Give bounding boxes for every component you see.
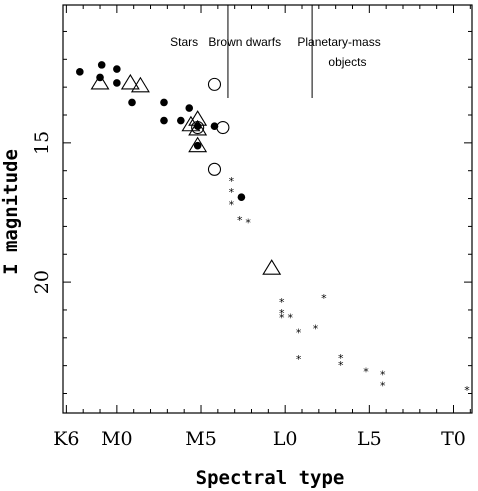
y-axis-title: I magnitude [0, 149, 22, 275]
open-triangle-point [90, 73, 110, 90]
open-triangle-point [130, 76, 150, 93]
y-tick-label: 20 [31, 270, 53, 294]
asterisk-point: * [229, 186, 235, 199]
axis-tick-labels: K6 M0 M5 L0 L5 T0 15 20 [31, 131, 466, 450]
filled-circle-point [76, 68, 84, 76]
open-triangle-point [188, 136, 208, 153]
filled-circle-point [97, 61, 106, 69]
region-label: objects [328, 55, 366, 69]
asterisk-point: * [279, 296, 285, 309]
asterisk-point: * [464, 384, 470, 397]
filled-circle-point [185, 104, 194, 112]
filled-circle-point [128, 98, 136, 107]
open-triangle-point [188, 119, 208, 136]
asterisk-point: * [279, 311, 285, 324]
asterisk-point: * [287, 311, 293, 324]
x-tick-label: M5 [185, 428, 217, 450]
asterisk-point: * [380, 380, 386, 393]
filled-circle-point [177, 116, 185, 125]
asterisk-point: * [229, 175, 235, 188]
region-label: Stars [170, 35, 198, 49]
asterisk-point: * [237, 214, 243, 227]
asterisk-point: * [279, 307, 285, 320]
filled-circle-point [113, 79, 121, 87]
x-axis-title: Spectral type [196, 467, 345, 489]
filled-circle-point [237, 193, 246, 201]
asterisk-point: * [229, 199, 235, 212]
region-label: Brown dwarfs [208, 35, 281, 49]
region-label: Planetary-mass [297, 35, 380, 49]
asterisk-point: * [321, 292, 327, 305]
open-triangle-point [262, 259, 282, 275]
x-tick-label: L5 [357, 428, 382, 450]
filled-circle-point [193, 141, 202, 150]
x-tick-label: T0 [441, 428, 466, 450]
filled-circle-point [160, 98, 168, 107]
asterisk-point: * [363, 366, 369, 379]
x-tick-label: L0 [273, 428, 298, 450]
asterisk-point: * [313, 323, 319, 336]
axis-ticks [63, 5, 472, 413]
asterisk-point: * [338, 352, 344, 365]
open-circle-point [207, 77, 222, 91]
region-annotations: Stars Brown dwarfs Planetary-mass objects [170, 5, 381, 98]
filled-circle-point [113, 65, 121, 73]
open-triangle-point [188, 110, 208, 126]
plot-frame [62, 4, 473, 414]
asterisk-point: * [296, 353, 302, 366]
filled-circle-point [96, 73, 104, 82]
data-points: **** **** ** *** *** ** * [76, 61, 470, 397]
x-tick-label: M0 [101, 428, 133, 450]
asterisk-point: * [380, 369, 386, 382]
open-triangle-point [120, 73, 140, 90]
x-tick-label: K6 [53, 428, 79, 450]
open-triangle-point [181, 115, 201, 132]
asterisk-point: * [245, 217, 251, 230]
asterisk-point: * [296, 327, 302, 340]
filled-circle-point [160, 116, 168, 125]
open-circle-point [207, 162, 222, 176]
y-tick-label: 15 [31, 131, 53, 155]
open-circle-point [216, 120, 230, 135]
open-circle-point [191, 120, 205, 135]
asterisk-point: * [338, 359, 344, 372]
